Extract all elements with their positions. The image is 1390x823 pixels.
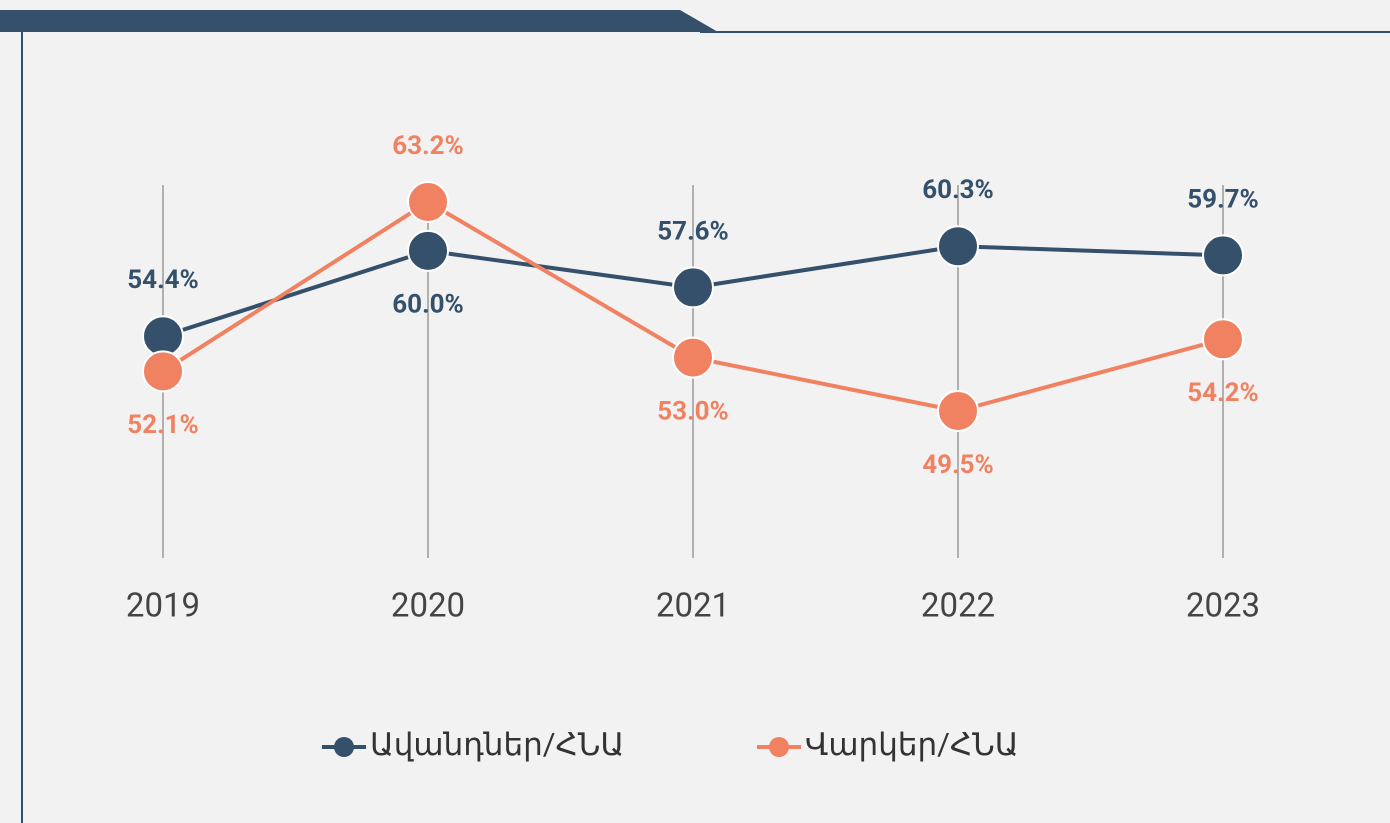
x-tick-label: 2022 bbox=[921, 587, 995, 626]
data-point bbox=[142, 350, 184, 393]
data-point bbox=[672, 336, 714, 379]
data-point bbox=[1202, 234, 1244, 277]
data-point bbox=[937, 390, 979, 432]
data-point bbox=[407, 229, 449, 272]
header-bar bbox=[0, 10, 718, 32]
data-point bbox=[937, 225, 979, 268]
data-point bbox=[407, 181, 449, 223]
value-label: 60.3% bbox=[922, 175, 994, 205]
x-tick-label: 2020 bbox=[391, 587, 465, 626]
value-label: 57.6% bbox=[657, 216, 729, 246]
legend-marker bbox=[334, 737, 354, 757]
data-point bbox=[142, 315, 184, 358]
legend-label: Վարկեր/ՀՆԱ bbox=[805, 726, 1018, 763]
legend-marker bbox=[769, 737, 789, 757]
value-label: 59.7% bbox=[1187, 184, 1259, 214]
data-point bbox=[672, 266, 714, 309]
x-tick-label: 2023 bbox=[1186, 587, 1260, 626]
legend-label: Ավանդներ/ՀՆԱ bbox=[370, 726, 624, 763]
value-label: 52.1% bbox=[127, 410, 199, 440]
value-label: 60.0% bbox=[392, 290, 464, 320]
x-tick-label: 2021 bbox=[656, 587, 730, 626]
value-label: 63.2% bbox=[392, 131, 464, 161]
value-label: 53.0% bbox=[657, 396, 729, 426]
value-label: 49.5% bbox=[922, 450, 994, 480]
value-label: 54.2% bbox=[1187, 378, 1259, 408]
x-tick-label: 2019 bbox=[126, 587, 200, 626]
data-point bbox=[1202, 318, 1244, 361]
value-label: 54.4% bbox=[127, 265, 199, 295]
